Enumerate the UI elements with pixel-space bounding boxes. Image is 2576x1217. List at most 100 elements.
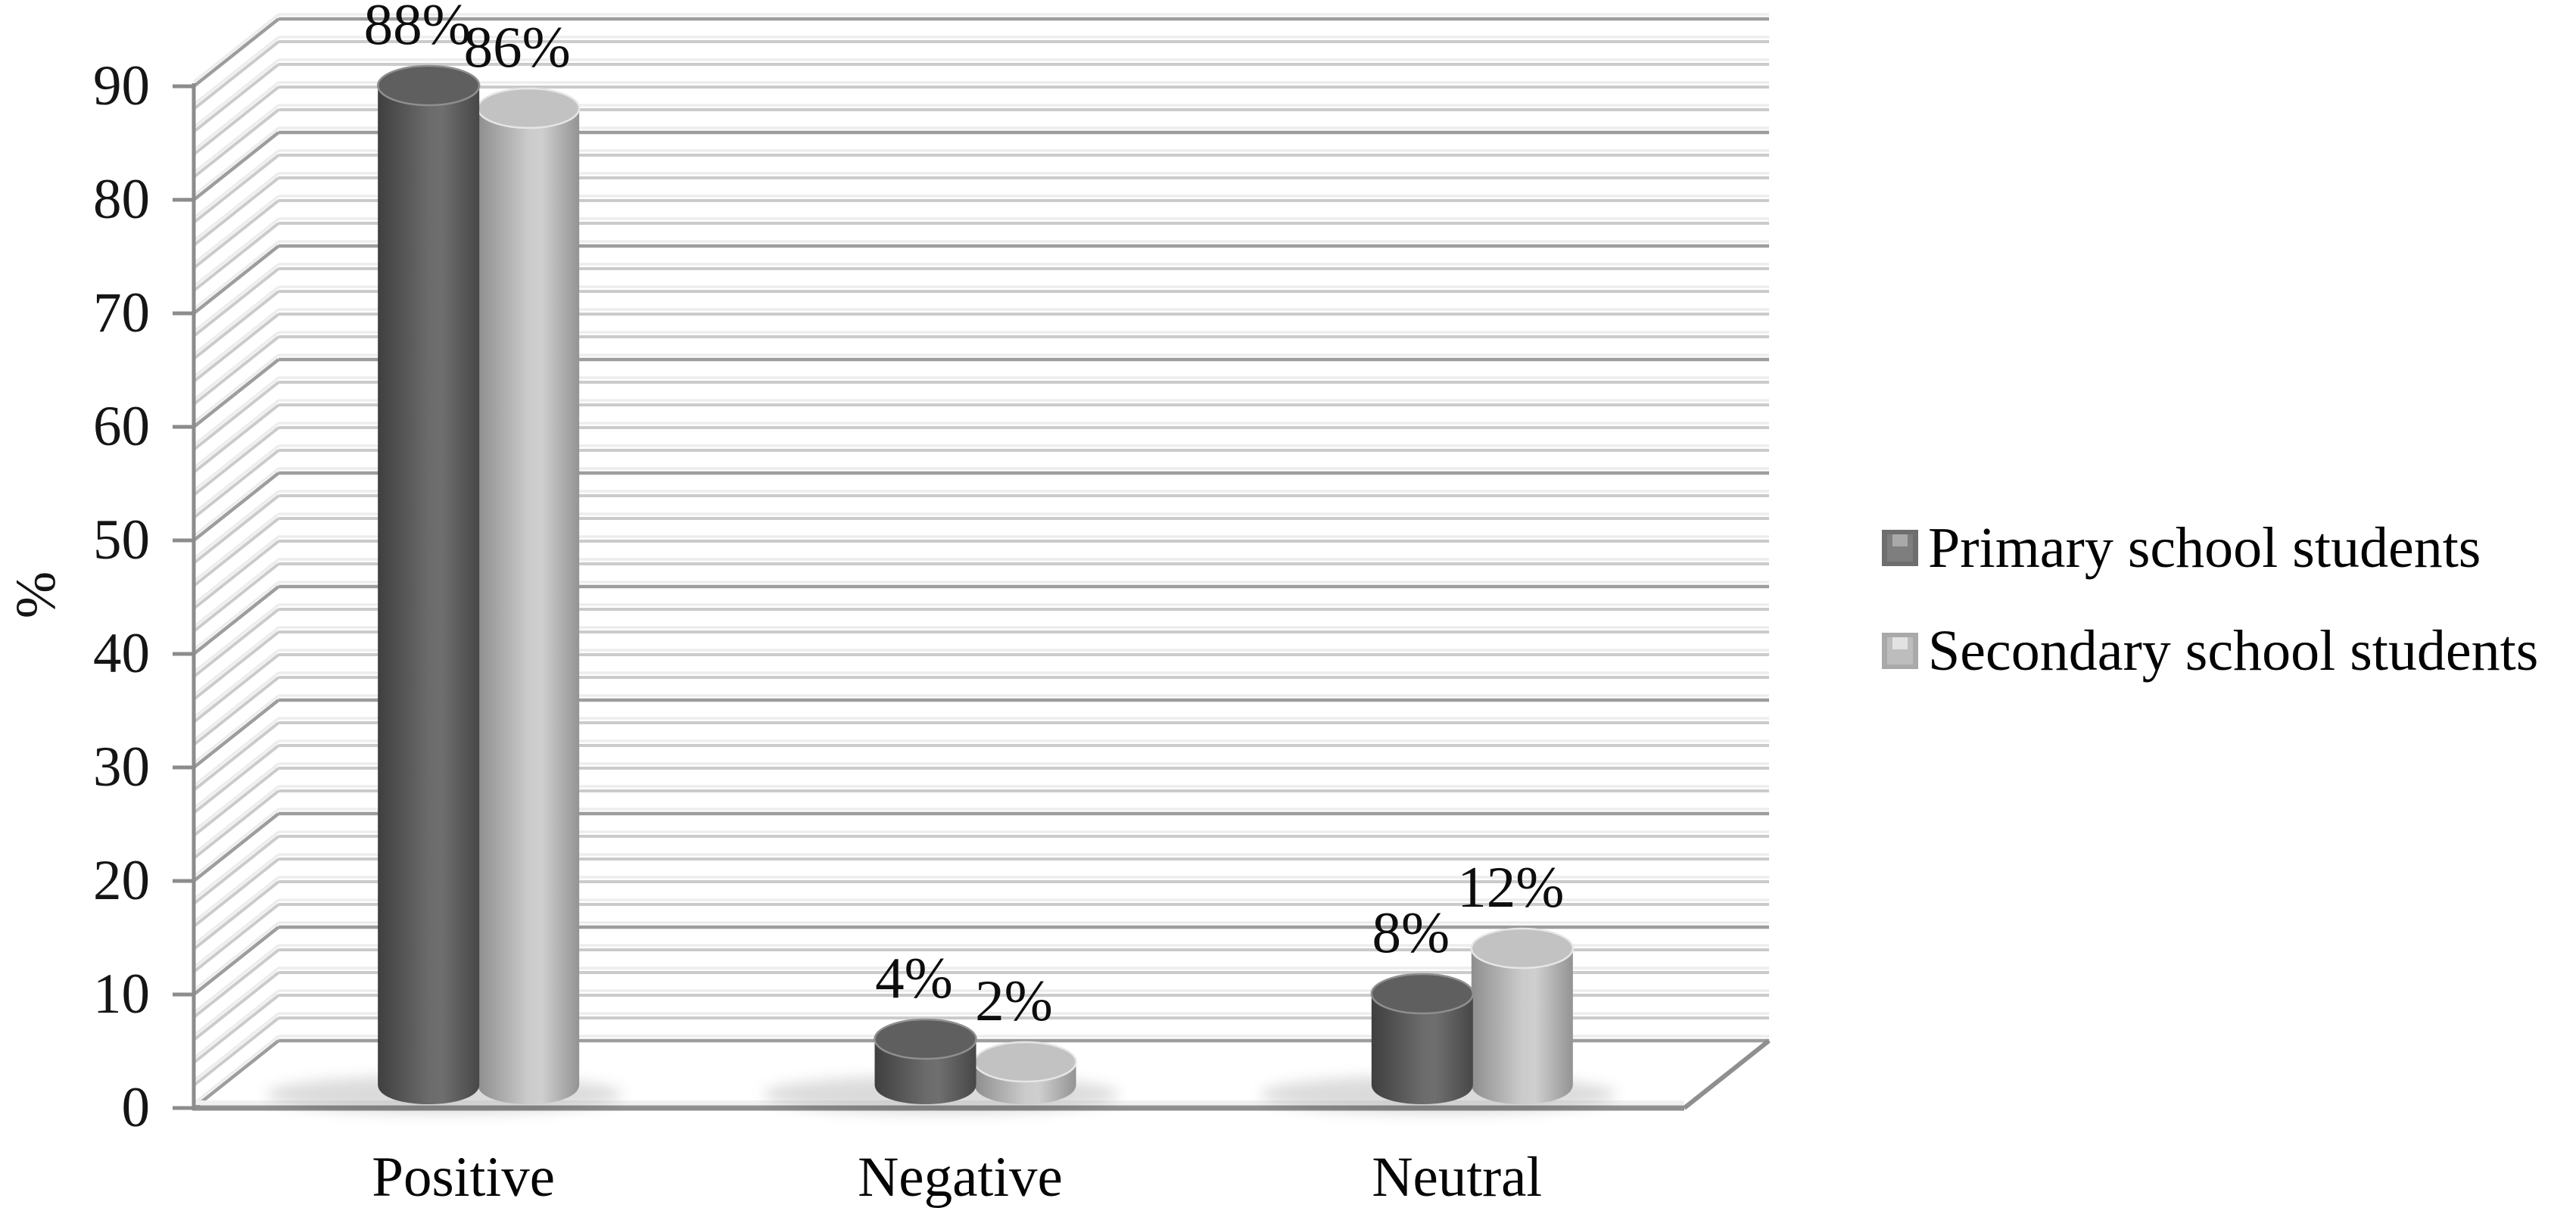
gridline-minor <box>192 562 280 633</box>
gridline-highlight <box>192 217 280 288</box>
gridline-minor <box>192 494 280 565</box>
gridline-highlight <box>192 966 280 1037</box>
gridline-minor <box>192 721 280 792</box>
bar-cylinder-top <box>973 1041 1077 1083</box>
gridline-highlight <box>192 490 280 560</box>
gridline-major <box>192 472 280 542</box>
bar-cylinder-body <box>1471 948 1573 1104</box>
gridline-minor <box>192 767 280 837</box>
gridline-minor <box>192 108 280 179</box>
gridline-highlight <box>192 240 280 310</box>
bar-cylinder-top <box>376 64 481 107</box>
gridline-minor <box>192 335 280 406</box>
gridline-highlight <box>192 649 280 719</box>
gridline-highlight <box>192 1035 280 1105</box>
gridline-minor <box>192 994 280 1064</box>
gridline-highlight <box>192 739 280 810</box>
gridline-highlight <box>192 172 280 242</box>
gridline-minor <box>192 267 280 338</box>
gridline-highlight <box>192 399 280 469</box>
gridline-highlight <box>192 921 280 991</box>
gridline-highlight <box>192 785 280 855</box>
gridline-highlight <box>192 308 280 378</box>
gridline-minor <box>192 403 280 474</box>
gridline-highlight <box>192 263 280 333</box>
gridline-highlight <box>192 535 280 605</box>
gridline-highlight <box>192 876 280 946</box>
gridline-highlight <box>192 353 280 424</box>
gridline-highlight <box>192 558 280 628</box>
gridline-major <box>192 812 280 882</box>
cylinder-bar-chart-plot <box>173 13 1771 1113</box>
gridline-highlight <box>192 195 280 265</box>
gridline-minor <box>192 630 280 701</box>
legend: Primary school students Secondary school… <box>1882 512 2538 687</box>
gridline-major <box>192 244 280 315</box>
bar-cylinder-body <box>974 1062 1076 1104</box>
gridline-highlight <box>192 376 280 447</box>
gridline-minor <box>192 971 280 1041</box>
legend-item-primary: Primary school students <box>1882 512 2538 584</box>
gridline-minor <box>192 154 280 224</box>
gridline-highlight <box>192 830 280 901</box>
gridline-minor <box>192 540 280 610</box>
gridline-highlight <box>192 104 280 174</box>
legend-label-primary: Primary school students <box>1928 516 2481 580</box>
gridline-highlight <box>192 580 280 651</box>
legend-item-secondary: Secondary school students <box>1882 615 2538 687</box>
gridline-highlight <box>192 717 280 787</box>
gridline-highlight <box>192 126 280 197</box>
legend-marker-secondary-icon <box>1882 633 1918 669</box>
bar-cylinder-body <box>378 86 480 1104</box>
gridline-minor <box>192 449 280 519</box>
gridline-highlight <box>192 444 280 515</box>
gridline-minor <box>192 903 280 973</box>
gridline-minor <box>192 517 280 587</box>
gridline-highlight <box>192 762 280 833</box>
gridline-highlight <box>192 944 280 1014</box>
gridline-highlight <box>192 467 280 537</box>
legend-label-secondary: Secondary school students <box>1928 619 2539 683</box>
gridline-minor <box>192 313 280 383</box>
y-axis-title: % <box>5 571 67 619</box>
gridline-minor <box>192 63 280 133</box>
gridline-minor <box>192 176 280 247</box>
bar-cylinder-top <box>1470 927 1575 970</box>
bar-cylinder-top <box>1370 973 1475 1015</box>
floor-right-edge <box>1683 1038 1771 1110</box>
gridline-highlight <box>192 898 280 969</box>
gridline-major <box>192 926 280 996</box>
gridline-highlight <box>192 694 280 764</box>
gridline-highlight <box>192 808 280 878</box>
gridline-highlight <box>192 285 280 356</box>
gridline-minor <box>192 199 280 269</box>
legend-marker-primary-icon <box>1882 530 1918 566</box>
gridline-minor <box>192 1016 280 1087</box>
bar-cylinder-body <box>478 108 580 1104</box>
bar-cylinder-body <box>1371 994 1473 1104</box>
gridline-highlight <box>192 853 280 923</box>
gridline-minor <box>192 653 280 724</box>
gridline-major <box>192 17 280 88</box>
gridline-highlight <box>192 989 280 1060</box>
gridline-minor <box>192 835 280 905</box>
gridline-highlight <box>192 13 280 83</box>
gridline-highlight <box>192 512 280 583</box>
gridline-minor <box>192 608 280 678</box>
gridline-minor <box>192 290 280 360</box>
gridline-highlight <box>192 422 280 492</box>
gridline-minor <box>192 222 280 292</box>
gridline-minor <box>192 676 280 746</box>
gridline-major <box>192 131 280 201</box>
gridline-minor <box>192 858 280 928</box>
gridline-highlight <box>192 603 280 674</box>
gridline-minor <box>192 744 280 814</box>
bar-cylinder-body <box>874 1039 977 1104</box>
gridline-highlight <box>192 81 280 151</box>
gridline-highlight <box>192 1012 280 1082</box>
gridline-major <box>192 699 280 769</box>
bar-cylinder-top <box>476 87 581 129</box>
gridline-minor <box>192 948 280 1019</box>
gridline-highlight <box>192 671 280 742</box>
gridline-highlight <box>192 331 280 401</box>
